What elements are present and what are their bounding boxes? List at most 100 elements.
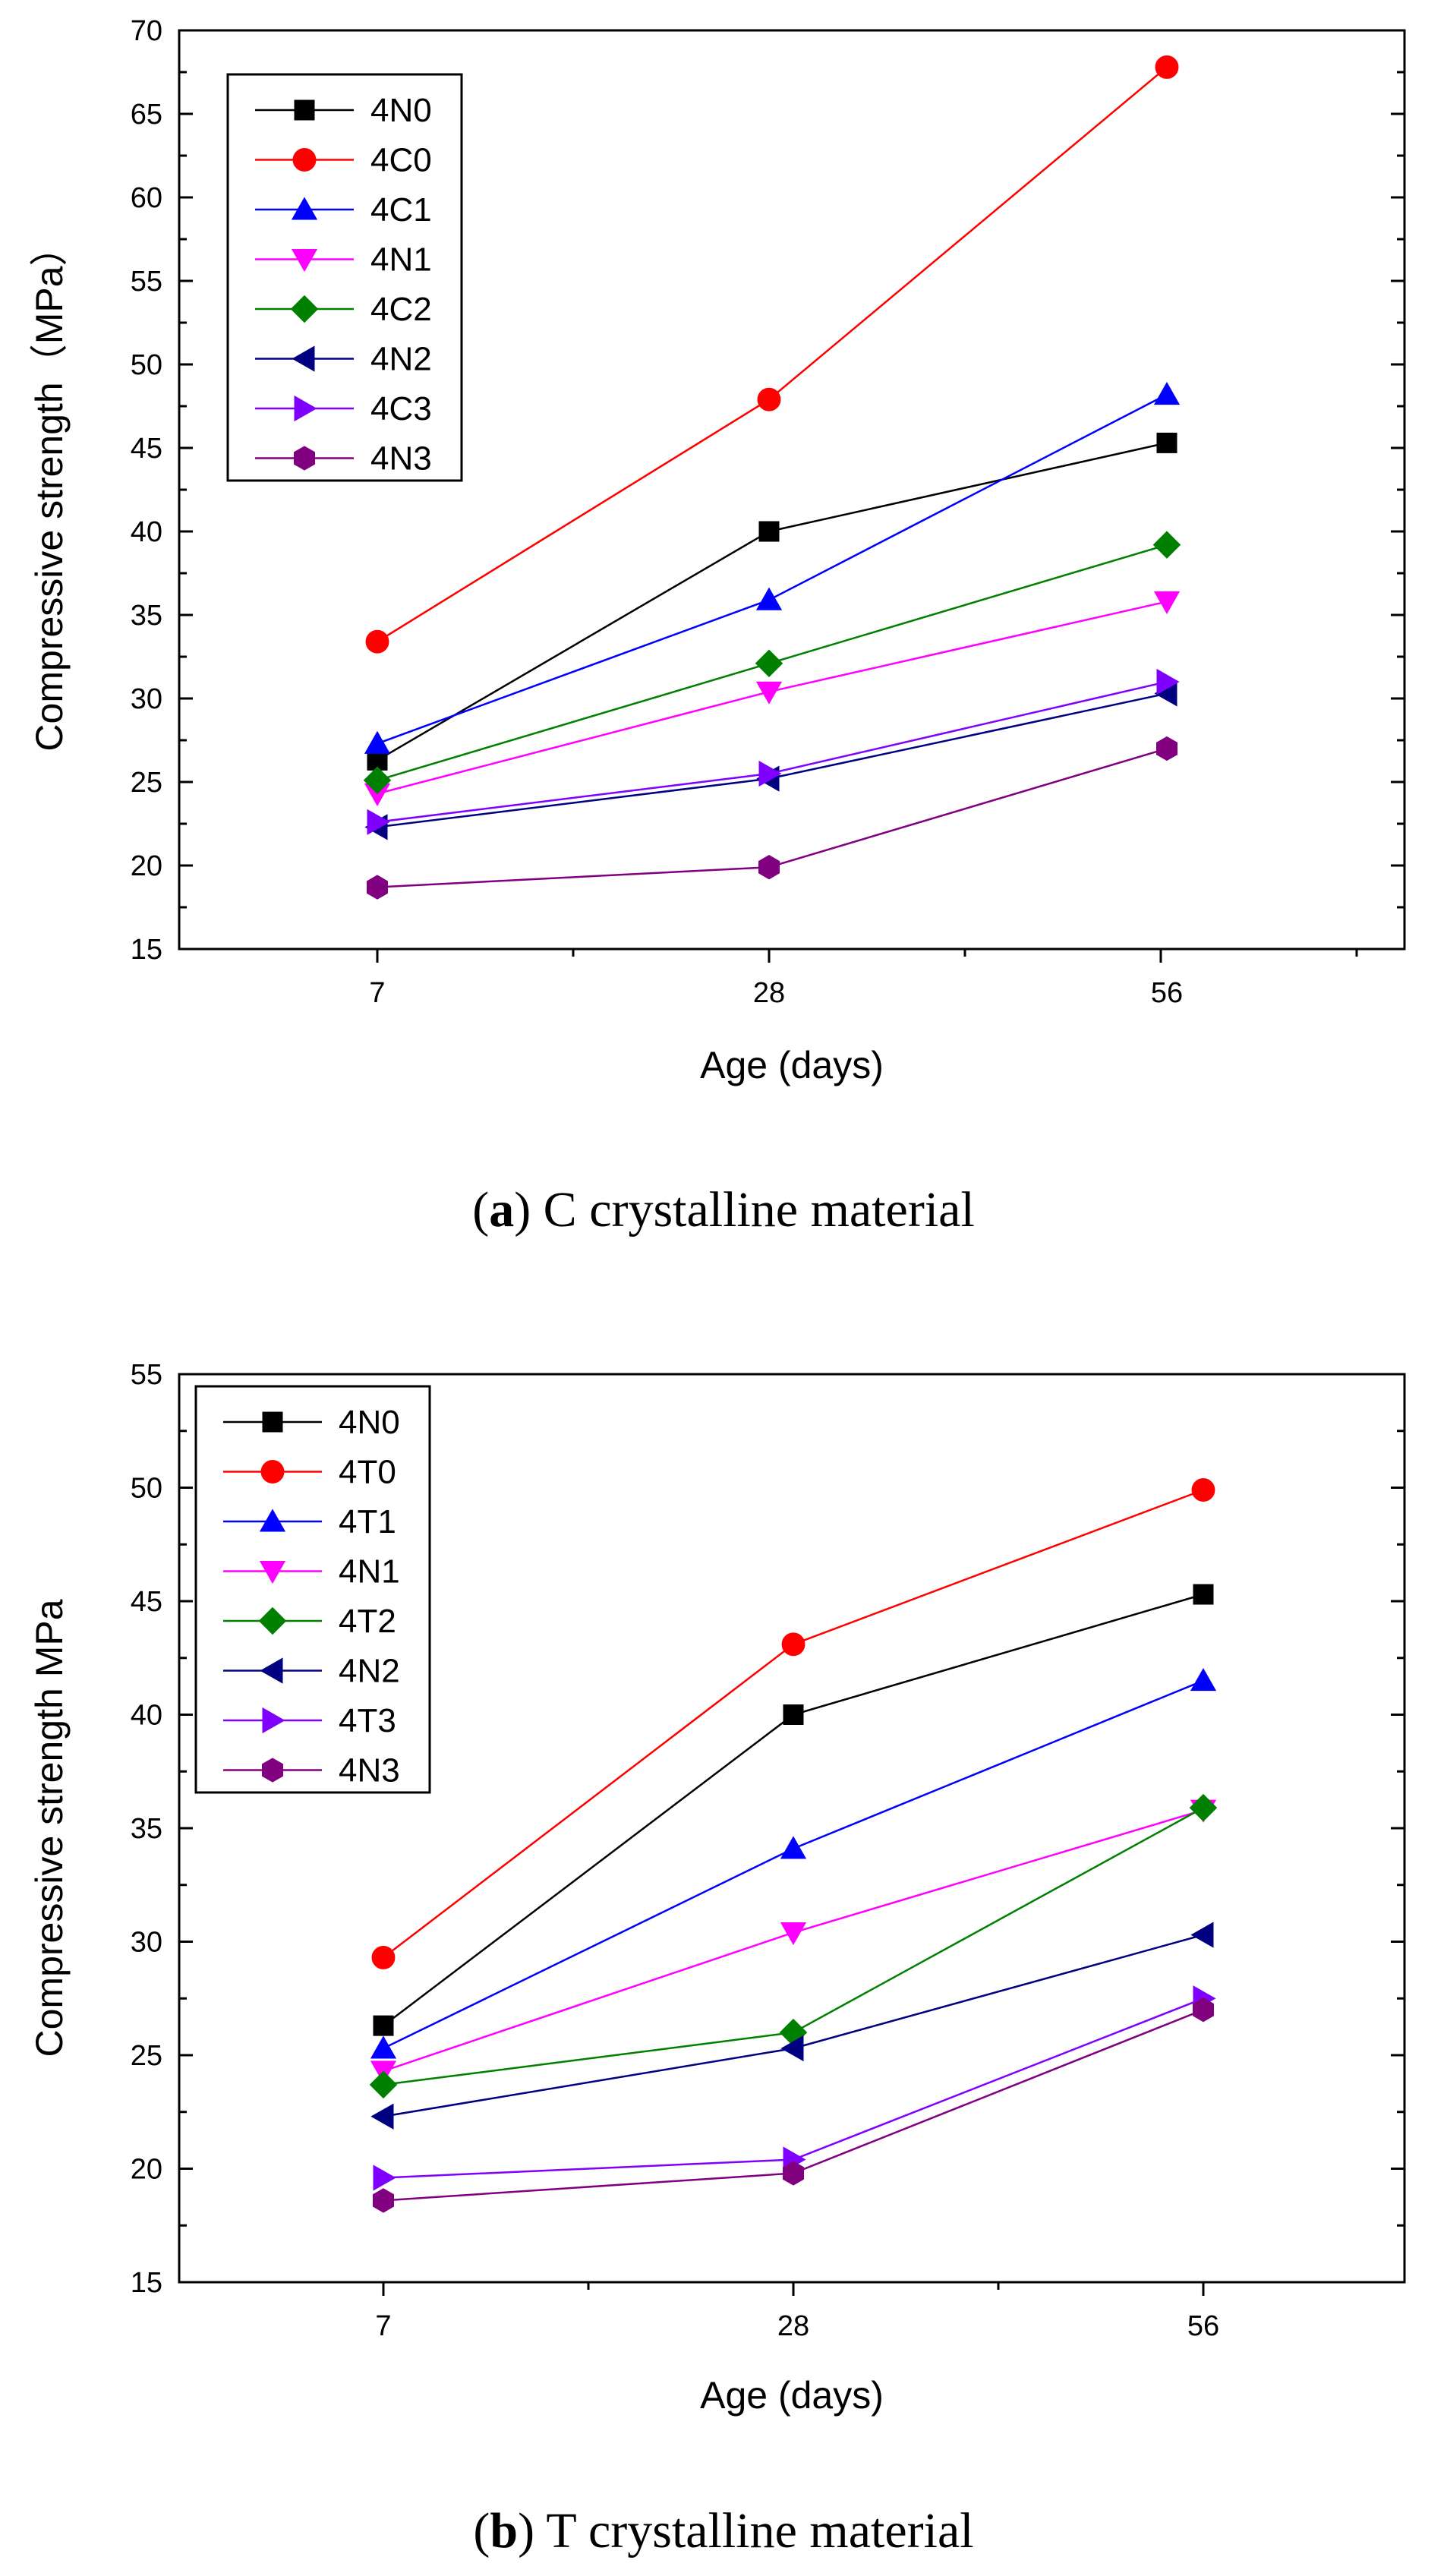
chart-b: 15 20 25 30 35 40 45 50 55 7 28 56 Age (days) Compres… bbox=[28, 1359, 1406, 2559]
chart-a-series-line-4C3 bbox=[377, 680, 1168, 824]
chart-b-legend-label-4T3: 4T3 bbox=[339, 1702, 396, 1739]
chart-b-ytick-label: 40 bbox=[131, 1700, 162, 1732]
chart-b-legend-label-4T0: 4T0 bbox=[339, 1454, 396, 1491]
chart-a-point-4C1-7 bbox=[364, 730, 391, 754]
chart-a-point-4N3-28 bbox=[758, 855, 780, 880]
chart-a-series-4C3 bbox=[367, 668, 1180, 835]
chart-a-ytick-label: 45 bbox=[131, 433, 162, 465]
chart-a: 15 20 25 30 35 40 45 50 55 60 65 70 7 28 56 Age (days) C… bbox=[28, 15, 1406, 1238]
chart-a-legend: 4N0 4C0 4C1 4N1 4C2 4N2 4C3 4N3 bbox=[226, 73, 463, 482]
chart-a-point-4C2-28 bbox=[755, 649, 783, 678]
chart-a-ytick-label: 15 bbox=[131, 934, 162, 966]
chart-b-legend-label-4N1: 4N1 bbox=[339, 1553, 400, 1591]
chart-b-legend-box bbox=[194, 1385, 431, 1794]
chart-a-legend-label-4C0: 4C0 bbox=[370, 142, 432, 179]
chart-a-legend-label-4C3: 4C3 bbox=[370, 390, 432, 427]
chart-a-series-4N3 bbox=[367, 736, 1177, 900]
chart-a-ytick-label: 40 bbox=[131, 516, 162, 548]
chart-b-point-4T0-7 bbox=[371, 1945, 396, 1969]
chart-b-point-4N2-7 bbox=[370, 2103, 394, 2130]
chart-a-series-4C0 bbox=[365, 55, 1179, 654]
chart-a-caption-prefix: ( bbox=[472, 1182, 489, 1238]
chart-b-caption-letter: b bbox=[490, 2503, 518, 2559]
chart-b-ytick-label: 35 bbox=[131, 1813, 162, 1845]
chart-b-caption-text: ) T crystalline material bbox=[518, 2503, 974, 2559]
chart-a-legend-marker-4N2 bbox=[292, 345, 315, 372]
chart-a-caption-text: ) C crystalline material bbox=[514, 1182, 975, 1238]
chart-a-point-4C3-7 bbox=[367, 809, 390, 835]
chart-b-point-4T0-28 bbox=[781, 1632, 805, 1657]
chart-a-ytick-label: 50 bbox=[131, 349, 162, 381]
chart-a-xtick-label: 56 bbox=[1151, 977, 1183, 1009]
chart-a-point-4N0-56 bbox=[1156, 432, 1177, 453]
chart-b-legend-label-4T1: 4T1 bbox=[339, 1503, 396, 1540]
chart-a-ytick-label: 55 bbox=[131, 266, 162, 298]
chart-b-series-line-4N0 bbox=[383, 1593, 1204, 2027]
chart-b-legend-marker-4T0 bbox=[260, 1460, 285, 1483]
chart-b-point-4N2-56 bbox=[1190, 1922, 1214, 1948]
chart-b-ytick-label: 55 bbox=[131, 1359, 162, 1391]
chart-a-point-4C3-28 bbox=[758, 760, 782, 787]
chart-b-ytick-label: 15 bbox=[131, 2267, 162, 2299]
chart-b-point-4T1-7 bbox=[370, 2035, 397, 2059]
chart-a-legend-marker-4C0 bbox=[292, 148, 317, 172]
chart-a-point-4C1-28 bbox=[755, 587, 783, 610]
chart-b-point-4T1-28 bbox=[780, 1836, 807, 1859]
chart-a-ytick-label: 60 bbox=[131, 182, 162, 214]
chart-a-legend-marker-4C3 bbox=[294, 395, 317, 422]
chart-b-legend-marker-4T2 bbox=[258, 1606, 287, 1635]
chart-b-point-4N1-28 bbox=[780, 1922, 807, 1946]
chart-a-series-4C1 bbox=[364, 381, 1181, 754]
chart-a-legend-label-4C1: 4C1 bbox=[370, 191, 432, 229]
chart-b-legend: 4N0 4T0 4T1 4N1 4T2 4N2 4T3 4N3 bbox=[194, 1385, 431, 1794]
chart-a-ytick-label: 65 bbox=[131, 99, 162, 131]
chart-b-x-axis-title: Age (days) bbox=[700, 2374, 884, 2417]
chart-b-point-4N0-28 bbox=[783, 1704, 804, 1725]
chart-a-legend-label-4N0: 4N0 bbox=[370, 92, 432, 129]
chart-b-legend-label-4N0: 4N0 bbox=[339, 1404, 400, 1441]
chart-b-series-4T0 bbox=[371, 1478, 1215, 1969]
chart-b-point-4N3-56 bbox=[1193, 1997, 1214, 2023]
chart-a-series-line-4C0 bbox=[377, 66, 1168, 643]
chart-b-series-4N0 bbox=[373, 1584, 1214, 2036]
chart-a-point-4C3-56 bbox=[1156, 668, 1180, 695]
chart-a-point-4N1-28 bbox=[755, 681, 783, 705]
chart-a-xtick-label: 7 bbox=[369, 977, 385, 1009]
chart-b-xtick-label: 56 bbox=[1187, 2310, 1219, 2342]
chart-a-point-4C0-28 bbox=[757, 387, 781, 411]
chart-a-legend-marker-4N1 bbox=[291, 249, 318, 273]
chart-b-legend-label-4T2: 4T2 bbox=[339, 1603, 396, 1640]
chart-b-legend-marker-4N2 bbox=[260, 1657, 283, 1684]
chart-a-legend-marker-4N0 bbox=[294, 99, 315, 121]
chart-a-y-axis-title: Compressive strength（MPa） bbox=[28, 228, 71, 751]
chart-a-ytick-label: 30 bbox=[131, 683, 162, 715]
chart-a-point-4N1-56 bbox=[1153, 591, 1181, 615]
chart-b-point-4N0-56 bbox=[1193, 1584, 1214, 1605]
chart-a-ytick-label: 70 bbox=[131, 15, 162, 47]
chart-b-point-4T0-56 bbox=[1191, 1478, 1215, 1502]
chart-a-point-4N0-28 bbox=[758, 521, 780, 542]
chart-b-series-4N3 bbox=[373, 1997, 1214, 2213]
chart-a-x-axis-title: Age (days) bbox=[700, 1044, 884, 1086]
chart-b-ytick-label: 25 bbox=[131, 2040, 162, 2072]
chart-a-legend-label-4N3: 4N3 bbox=[370, 440, 432, 478]
chart-a-ytick-label: 25 bbox=[131, 767, 162, 799]
chart-b-point-4T3-7 bbox=[373, 2165, 396, 2191]
chart-a-legend-label-4N1: 4N1 bbox=[370, 241, 432, 279]
chart-a-legend-label-4C2: 4C2 bbox=[370, 291, 432, 328]
chart-b-series-4T1 bbox=[370, 1668, 1217, 2059]
chart-b-point-4N3-28 bbox=[783, 2161, 804, 2186]
chart-a-ytick-label: 35 bbox=[131, 600, 162, 632]
chart-b-legend-marker-4T3 bbox=[262, 1707, 285, 1734]
chart-a-legend-box bbox=[226, 73, 463, 482]
chart-b-y-axis-title: Compressive strength MPa bbox=[28, 1599, 71, 2057]
chart-a-legend-marker-4C1 bbox=[291, 197, 318, 220]
chart-a-xtick-label: 28 bbox=[753, 977, 785, 1009]
chart-a-legend-marker-4N3 bbox=[294, 446, 315, 471]
chart-a-legend-label-4N2: 4N2 bbox=[370, 341, 432, 378]
chart-a-point-4C1-56 bbox=[1153, 381, 1181, 405]
chart-b-point-4T2-7 bbox=[369, 2070, 398, 2099]
chart-b-caption-prefix: ( bbox=[473, 2503, 490, 2559]
chart-b-legend-marker-4N3 bbox=[262, 1758, 283, 1783]
